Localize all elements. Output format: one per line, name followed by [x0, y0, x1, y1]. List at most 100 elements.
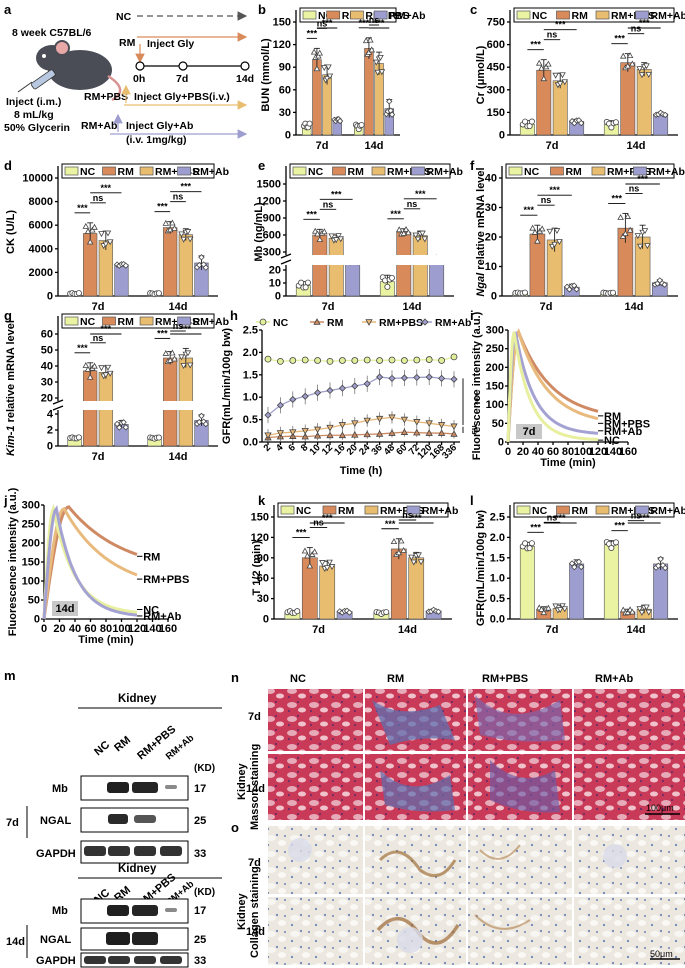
kd-33: 33 — [194, 955, 206, 967]
blot-time-14d: 14d — [6, 936, 25, 948]
y-tick-label: 10000 — [22, 173, 53, 185]
data-point — [408, 554, 415, 561]
sig-label: ns — [547, 512, 558, 522]
data-point — [438, 357, 446, 364]
sig-label: *** — [530, 522, 541, 532]
y-tick-label: 150 — [486, 381, 504, 393]
sig-label: *** — [296, 528, 307, 538]
panel-label: i — [470, 308, 474, 323]
data-point — [573, 286, 580, 293]
break-mark — [52, 405, 64, 411]
lane-rm: RM — [112, 734, 133, 754]
data-point — [388, 429, 396, 436]
data-point — [311, 548, 318, 555]
panel-label: a — [4, 2, 12, 17]
y-tick-label: 20 — [269, 265, 281, 277]
bar-rm — [312, 234, 328, 297]
y-tick-label: 40 — [485, 173, 497, 185]
data-point — [264, 411, 272, 419]
legend-box — [505, 163, 675, 179]
y-tick-label: 0.0 — [490, 614, 505, 626]
y-tick-label: 0 — [275, 291, 281, 303]
sig-label: ns — [93, 333, 104, 343]
data-point — [450, 375, 458, 383]
x-axis-label: Time (min) — [540, 457, 596, 469]
data-point — [301, 427, 309, 435]
sig-label: *** — [359, 18, 370, 28]
data-point — [578, 563, 585, 571]
y-tick-label: 1200 — [257, 196, 281, 208]
data-point — [388, 274, 395, 281]
bar-rm-ab — [569, 563, 585, 620]
data-point — [180, 236, 187, 243]
row-7d: 7d — [248, 711, 261, 723]
end-label: RM — [604, 411, 621, 423]
data-point — [202, 264, 209, 271]
bar-rm — [390, 548, 407, 620]
data-point — [328, 564, 336, 571]
legend-swatch — [326, 10, 341, 20]
y-axis-label: T 1/2 (min) — [251, 540, 263, 595]
rm-inject-label: Inject Gly — [147, 38, 194, 50]
data-point — [171, 355, 178, 362]
y-tick-label: 1.0 — [490, 573, 505, 585]
data-point — [306, 562, 314, 569]
y-tick-label: 300 — [22, 500, 40, 512]
data-point — [363, 356, 371, 364]
y-tick-label: 0 — [34, 614, 40, 626]
data-point — [556, 239, 563, 246]
legend-swatch — [633, 166, 647, 176]
tick-14d: 14d — [236, 73, 254, 85]
sig-label: *** — [612, 193, 623, 203]
data-point — [535, 59, 543, 66]
data-point — [384, 283, 391, 290]
data-point — [122, 424, 129, 431]
y-tick-label: 50 — [41, 345, 53, 357]
x-tick-label: 140 — [604, 446, 622, 458]
x-axis-label: Time (h) — [340, 465, 383, 477]
data-point — [552, 603, 559, 610]
legend-label: NC — [273, 317, 289, 329]
y-tick-label: 30 — [257, 593, 269, 605]
data-point — [169, 349, 176, 356]
kd-17: 17 — [194, 783, 206, 795]
panel-label: k — [258, 493, 266, 508]
y-tick-label: 750 — [487, 17, 505, 29]
data-point — [82, 361, 90, 368]
x-tick-label: 7d — [92, 301, 105, 313]
kd-25: 25 — [194, 815, 206, 827]
legend-marker — [421, 318, 429, 326]
row-ngal: NGAL — [40, 815, 71, 827]
y-axis-label: Mb (ng/mL) — [253, 202, 265, 262]
y-tick-label: 10 — [269, 278, 281, 290]
y-tick-label: 250 — [22, 519, 40, 531]
data-point — [410, 559, 418, 566]
end-label: RM — [143, 551, 160, 563]
panel-label: c — [470, 2, 477, 17]
bands — [84, 905, 182, 964]
data-point — [566, 286, 573, 293]
legend-box — [513, 7, 675, 23]
data-point — [184, 229, 192, 235]
y-tick-label: 2 — [47, 425, 53, 437]
y-tick-label: 100 — [22, 576, 40, 588]
rmpbs-inject-label: Inject Gly+PBS(i.v.) — [134, 91, 230, 103]
x-tick-label: 14d — [627, 140, 646, 152]
legend-swatch — [406, 505, 421, 515]
bar-rm — [163, 227, 178, 297]
panel-label: g — [4, 308, 12, 323]
time-tag: 7d — [523, 426, 536, 438]
y-tick-label: 1500 — [257, 179, 281, 191]
panel-g-kim1-chart: g NC RM RM+PBSRM+Ab02420304050607d***ns***1… — [4, 308, 229, 463]
data-point — [534, 237, 541, 244]
data-point — [98, 365, 105, 372]
legend-swatch — [292, 166, 307, 176]
legend-label: RM+Ab — [648, 166, 684, 178]
legend-label: RM+Ab — [193, 316, 229, 328]
data-point — [386, 98, 393, 105]
series-line-nc — [267, 356, 455, 363]
data-point — [91, 223, 98, 230]
y-tick-label: 150 — [251, 512, 269, 524]
